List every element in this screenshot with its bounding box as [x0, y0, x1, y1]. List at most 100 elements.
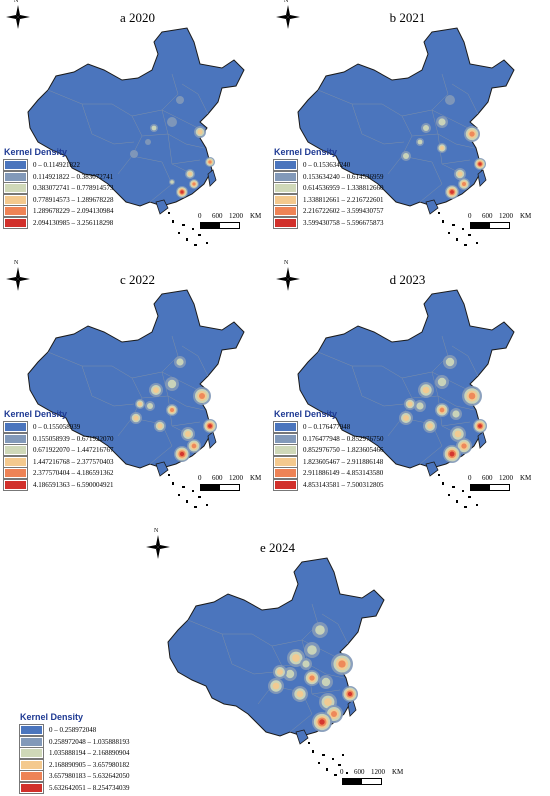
density-hotspot: [208, 424, 212, 428]
scale-mid: 600: [354, 768, 365, 776]
panel-title: e 2024: [259, 540, 296, 555]
legend-item: 0 – 0.155058939: [3, 421, 114, 434]
legend-label: 0.671922070 – 1.447216767: [33, 446, 114, 455]
north-label: N: [284, 0, 289, 4]
panel-title: a 2020: [119, 10, 156, 25]
scale-end: 1200: [229, 474, 243, 482]
density-hotspot: [292, 654, 300, 662]
panel-title: c 2022: [119, 272, 156, 287]
legend-label: 1.289678229 – 2.094130984: [33, 207, 114, 216]
density-hotspot: [417, 139, 423, 145]
legend-swatch: [19, 781, 44, 794]
density-hotspot: [185, 431, 191, 437]
legend-swatch: [3, 205, 28, 218]
density-hotspot: [208, 160, 212, 164]
density-hotspot: [338, 660, 346, 668]
density-hotspot: [469, 131, 475, 137]
legend-label: 0 – 0.258972048: [49, 726, 97, 735]
legend: Kernel Density 0 – 0.114921822 0.11492182…: [3, 147, 114, 229]
density-hotspot: [307, 645, 317, 655]
density-hotspot: [309, 675, 315, 681]
legend-item: 0.258972048 – 1.035888193: [19, 735, 130, 748]
legend-item: 0.114921822 – 0.383072741: [3, 170, 114, 183]
density-hotspot: [403, 153, 409, 159]
legend-swatch: [3, 478, 28, 491]
scale-zero: 0: [468, 212, 472, 220]
china-outline: [167, 557, 385, 745]
legend-item: 0.155058939 – 0.671922070: [3, 432, 114, 445]
density-hotspot: [454, 430, 462, 438]
legend-label: 1.823605467 – 2.911886148: [303, 457, 384, 466]
density-hotspot: [272, 682, 280, 690]
legend-title: Kernel Density: [4, 147, 68, 157]
legend-item: 0 – 0.258972048: [19, 724, 130, 737]
legend-item: 0 – 0.114921822: [3, 159, 114, 172]
north-arrow-icon: N: [276, 0, 300, 29]
china-density-map: [27, 27, 245, 246]
scale-zero: 0: [198, 474, 202, 482]
legend-label: 0.153634240 – 0.614536959: [303, 172, 384, 181]
density-hotspot: [457, 171, 463, 177]
legend-item: 2.094130985 – 3.256118298: [3, 216, 114, 229]
density-hotspot: [147, 403, 153, 409]
density-hotspot: [438, 118, 446, 126]
north-label: N: [14, 260, 19, 266]
density-hotspot: [478, 162, 482, 166]
density-hotspot: [445, 357, 455, 367]
scale-end: 1200: [229, 212, 243, 220]
south-china-sea-islands: [308, 742, 348, 776]
legend-swatch: [3, 432, 28, 445]
density-hotspot: [170, 408, 174, 412]
legend-item: 1.338812661 – 2.216722601: [273, 193, 384, 206]
scale-end: 1200: [371, 768, 385, 776]
density-hotspot: [167, 117, 177, 127]
density-hotspot: [192, 182, 196, 186]
legend-swatch: [273, 478, 298, 491]
density-hotspot: [277, 669, 283, 675]
legend-label: 0 – 0.176477948: [303, 423, 351, 432]
legend: Kernel Density 0 – 0.258972048 0.25897204…: [19, 712, 130, 794]
density-hotspots: [130, 356, 217, 462]
legend-label: 0.852976750 – 1.823605466: [303, 446, 384, 455]
density-hotspot: [151, 125, 157, 131]
province-borders: [317, 73, 479, 203]
legend-item: 0.153634240 – 0.614536959: [273, 170, 384, 183]
legend-label: 2.911886149 – 4.853143580: [303, 469, 384, 478]
density-hotspot: [331, 711, 337, 717]
legend-item: 1.823605467 – 2.911886148: [273, 455, 384, 468]
china-density-map: [297, 27, 515, 246]
legend-swatch: [3, 193, 28, 206]
legend-swatch: [273, 444, 298, 457]
legend-swatch: [3, 421, 28, 434]
scale-unit: KM: [392, 768, 404, 776]
legend-item: 0.383072741 – 0.778914573: [3, 182, 114, 195]
density-hotspot: [416, 402, 424, 410]
map-panel-5: N e 2024: [19, 528, 415, 794]
legend-item: 3.599430758 – 5.596675873: [273, 216, 384, 229]
legend-swatch: [3, 170, 28, 183]
legend-swatch: [273, 205, 298, 218]
legend-item: 2.911886149 – 4.853143580: [273, 467, 384, 480]
density-hotspot: [133, 415, 139, 421]
legend-item: 0.671922070 – 1.447216767: [3, 444, 114, 457]
north-label: N: [284, 260, 289, 266]
density-hotspot: [449, 451, 455, 457]
legend-swatch: [19, 724, 44, 737]
density-hotspot: [445, 95, 455, 105]
legend-label: 0.155058939 – 0.671922070: [33, 434, 114, 443]
scale-mid: 600: [212, 474, 223, 482]
legend-item: 2.216722602 – 3.599430757: [273, 205, 384, 218]
density-hotspot: [199, 393, 205, 399]
legend-title: Kernel Density: [274, 409, 338, 419]
legend: Kernel Density 0 – 0.155058939 0.15505893…: [3, 409, 114, 491]
legend-label: 0 – 0.153634240: [303, 161, 351, 170]
legend-item: 1.035888194 – 2.168890904: [19, 747, 130, 760]
density-hotspot: [439, 145, 445, 151]
density-hotspot: [197, 129, 203, 135]
legend-item: 0.852976750 – 1.823605466: [273, 444, 384, 457]
map-panel-4: N d 2023: [270, 260, 545, 522]
density-hotspots: [268, 622, 358, 732]
density-hotspot: [439, 407, 445, 413]
legend-label: 2.216722602 – 3.599430757: [303, 207, 384, 216]
scale-bar: 0 600 1200 KM: [340, 768, 403, 785]
